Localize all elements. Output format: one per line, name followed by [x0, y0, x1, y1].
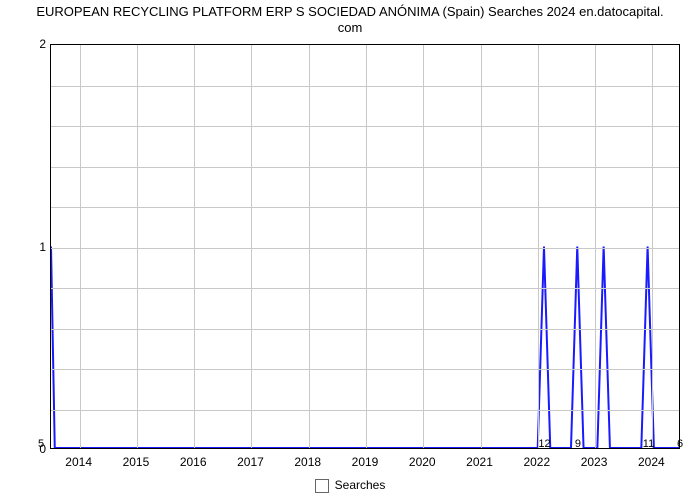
gridline-v [652, 45, 653, 448]
line-series [51, 45, 679, 448]
x-tick-label: 2014 [65, 455, 92, 469]
gridline-h-minor [51, 288, 679, 289]
x-tick-label: 2023 [581, 455, 608, 469]
x-tick-label: 2017 [237, 455, 264, 469]
chart-container: EUROPEAN RECYCLING PLATFORM ERP S SOCIED… [0, 0, 700, 500]
y-tick-label: 0 [6, 442, 46, 456]
gridline-v [423, 45, 424, 448]
gridline-v [595, 45, 596, 448]
title-line-1: EUROPEAN RECYCLING PLATFORM ERP S SOCIED… [36, 4, 663, 19]
gridline-v [137, 45, 138, 448]
legend-swatch [315, 479, 329, 493]
y-tick-label: 2 [6, 37, 46, 51]
plot-area [50, 44, 680, 449]
minor-x-label: 11 [643, 438, 654, 450]
gridline-v [251, 45, 252, 448]
series-line [51, 247, 679, 449]
gridline-h-minor [51, 369, 679, 370]
gridline-h-minor [51, 329, 679, 330]
minor-x-label: 12 [538, 438, 550, 450]
gridline-v [481, 45, 482, 448]
minor-x-label: 9 [575, 438, 581, 450]
legend-label: Searches [335, 478, 386, 492]
gridline-h-minor [51, 126, 679, 127]
gridline-v [538, 45, 539, 448]
x-tick-label: 2015 [123, 455, 150, 469]
gridline-h-minor [51, 167, 679, 168]
chart-title: EUROPEAN RECYCLING PLATFORM ERP S SOCIED… [0, 4, 700, 37]
minor-x-label: 6 [677, 438, 683, 450]
x-tick-label: 2020 [409, 455, 436, 469]
gridline-v [194, 45, 195, 448]
x-tick-label: 2016 [180, 455, 207, 469]
title-line-2: com [338, 20, 363, 35]
x-tick-label: 2022 [523, 455, 550, 469]
y-tick-label: 1 [6, 240, 46, 254]
gridline-v [309, 45, 310, 448]
gridline-h [51, 248, 679, 249]
gridline-h-minor [51, 207, 679, 208]
x-tick-label: 2021 [466, 455, 493, 469]
x-tick-label: 2019 [352, 455, 379, 469]
x-tick-label: 2018 [294, 455, 321, 469]
gridline-h-minor [51, 410, 679, 411]
gridline-v [366, 45, 367, 448]
gridline-h-minor [51, 86, 679, 87]
gridline-v [80, 45, 81, 448]
legend: Searches [0, 478, 700, 493]
x-tick-label: 2024 [638, 455, 665, 469]
